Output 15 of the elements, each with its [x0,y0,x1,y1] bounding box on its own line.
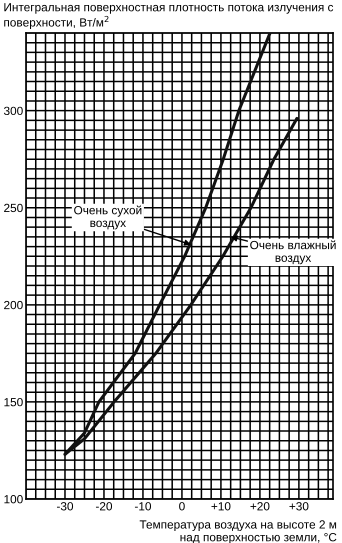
y-tick-label: 200 [4,300,23,310]
annotation: Очень влажный воздух [250,240,336,264]
y-tick-label: 150 [4,398,23,406]
x-tick-label: +20 [250,502,270,510]
x-tick-label: -30 [56,502,74,510]
x-tick-label: 0 [179,502,185,510]
x-tick-label: +10 [211,502,230,510]
x-tick-label: +30 [289,502,308,510]
chart-title: Интегральная поверхностная плотность потока излучения с поверхности, Вт/м$^{2}$ [4,3,334,29]
x-tick-label: -20 [96,502,112,510]
annotation: Очень сухой воздух [74,205,142,230]
y-tick-label: 300 [4,106,23,116]
y-tick-label: 100 [4,495,23,504]
y-tick-label: 250 [4,204,23,212]
x-tick-label: -10 [134,502,152,510]
